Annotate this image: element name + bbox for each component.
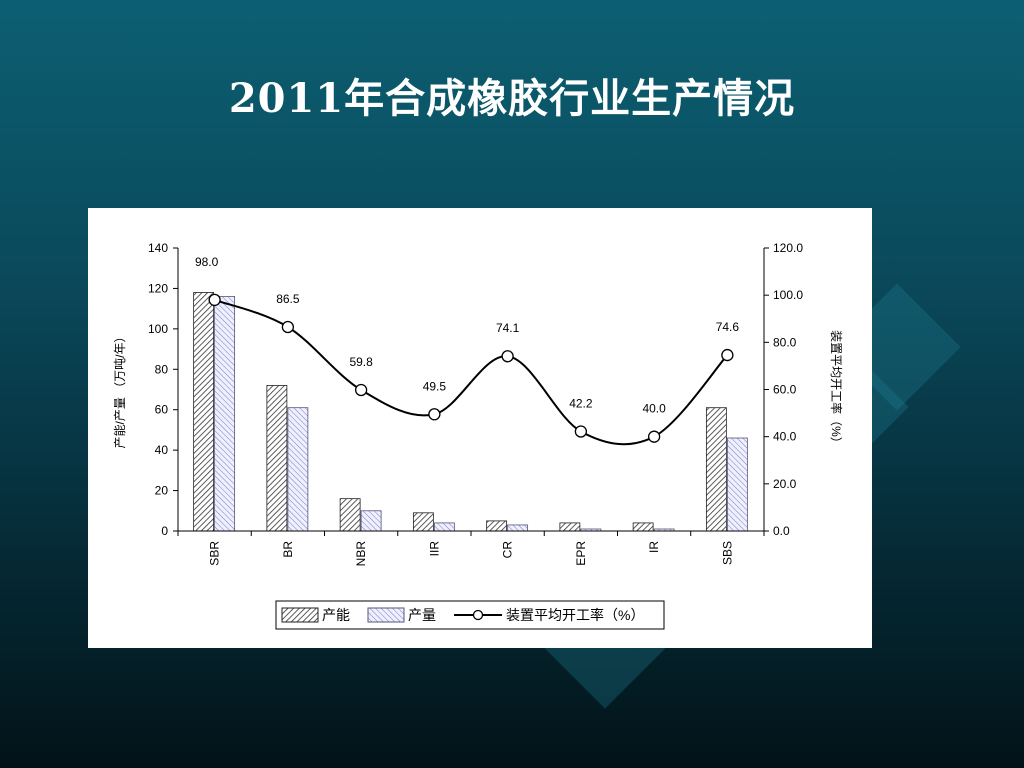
x-tick-label: EPR	[574, 541, 588, 566]
utilization-marker-nbr	[354, 383, 368, 397]
bar-nbr-capacity	[339, 498, 361, 532]
right-tick-label: 120.0	[773, 241, 803, 255]
bar-iir-capacity	[412, 512, 434, 532]
right-tick-label: 60.0	[773, 383, 797, 397]
bar-cr-output	[507, 524, 529, 532]
left-tick-label: 100	[148, 322, 168, 336]
right-tick-label: 40.0	[773, 430, 797, 444]
data-label: 74.1	[496, 321, 520, 335]
legend-swatch-output	[367, 607, 405, 623]
combo-chart: 0 20 40 60 80 100 120 140 0.0 20.0 40.0 60.0 80.0 100…	[113, 241, 844, 630]
left-tick-label: 60	[155, 403, 169, 417]
data-label: 59.8	[349, 355, 373, 369]
legend-swatch-marker	[472, 609, 484, 621]
x-tick-label: IR	[647, 541, 661, 553]
left-tick-label: 120	[148, 281, 168, 295]
left-tick-label: 20	[155, 484, 169, 498]
x-tick-label: SBS	[720, 541, 734, 565]
legend-label-output: 产量	[408, 607, 436, 623]
slide-title: 2011年合成橡胶行业生产情况	[228, 75, 796, 122]
x-tick-label: IIR	[427, 541, 441, 557]
bar-cr-capacity	[486, 520, 508, 532]
right-tick-label: 0.0	[773, 524, 790, 538]
utilization-marker-sbr	[208, 293, 221, 307]
bar-ir-capacity	[632, 522, 654, 532]
bar-sbs-capacity	[705, 407, 727, 532]
bar-nbr-output	[360, 510, 382, 532]
left-axis-title: 产能/产量 （万吨/年）	[113, 330, 127, 448]
legend-swatch-capacity	[281, 607, 319, 623]
bar-epr-capacity	[559, 522, 581, 532]
left-tick-label: 140	[148, 241, 168, 255]
utilization-marker-br	[281, 320, 295, 334]
utilization-marker-ir	[647, 430, 661, 443]
utilization-marker-epr	[574, 425, 588, 438]
right-tick-label: 100.0	[773, 288, 803, 302]
x-tick-label: SBR	[208, 541, 222, 566]
chart-panel: 0 20 40 60 80 100 120 140 0.0 20.0 40.0 60.0 80.0 100…	[88, 208, 872, 648]
data-label: 74.6	[716, 320, 740, 334]
utilization-marker-iir	[428, 408, 441, 421]
bar-iir-output	[433, 522, 455, 532]
data-label: 40.0	[642, 402, 666, 416]
bar-sbr-output	[214, 296, 236, 532]
data-label: 42.2	[569, 396, 593, 410]
right-tick-label: 80.0	[773, 335, 797, 349]
left-tick-label: 40	[155, 443, 169, 457]
legend-label-utilization: 装置平均开工率（%）	[506, 607, 644, 623]
right-axis-title: 装置平均开工率（%）	[829, 330, 844, 449]
x-tick-label: CR	[501, 541, 515, 559]
data-label: 86.5	[276, 292, 300, 306]
right-tick-label: 20.0	[773, 477, 797, 491]
x-tick-label: NBR	[354, 541, 368, 567]
bar-sbs-output	[726, 437, 748, 532]
left-tick-label: 0	[161, 524, 168, 538]
bar-br-capacity	[266, 385, 288, 532]
bar-sbr-capacity	[193, 292, 215, 532]
data-label: 49.5	[423, 379, 447, 393]
bar-br-output	[287, 407, 309, 532]
utilization-marker-sbs	[721, 348, 734, 362]
x-tick-label: BR	[281, 541, 295, 558]
data-label: 98.0	[195, 255, 219, 269]
legend-label-capacity: 产能	[322, 607, 350, 623]
left-tick-label: 80	[155, 362, 169, 376]
utilization-marker-cr	[501, 350, 514, 363]
